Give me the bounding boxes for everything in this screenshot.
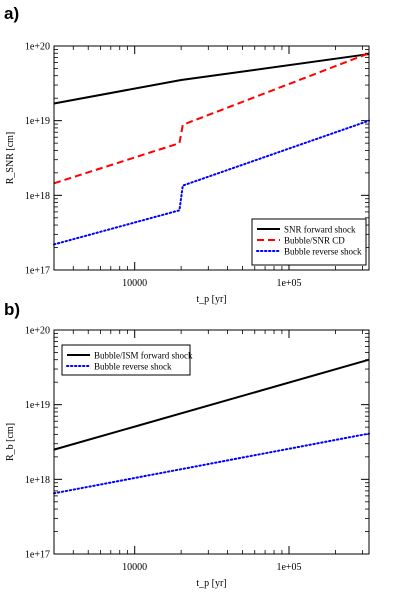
minor-ticks [53,330,369,554]
legend-box [251,218,367,266]
y-tick-label: 1e+18 [25,191,50,202]
y-tick-label: 1e+19 [25,116,50,127]
x-axis-label: t_p [yr] [196,578,226,589]
y-tick-label: 1e+19 [25,400,50,411]
x-tick-label: 10000 [122,562,147,573]
y-tick-label: 1e+20 [25,326,50,337]
x-axis-label: t_p [yr] [196,294,226,305]
panel-b-label: b) [4,300,21,319]
legend-label: Bubble reverse shock [94,362,172,372]
series-line-0 [53,53,370,105]
series-line-0 [53,358,370,451]
y-tick-label: 1e+17 [25,266,50,277]
y-tick-label: 1e+20 [25,42,50,53]
legend-label: SNR forward shock [284,225,356,235]
plot-frame [53,329,370,555]
y-tick-label: 1e+18 [25,475,50,486]
x-tick-label: 1e+05 [276,278,301,289]
y-axis-label: R_b [cm] [5,423,16,461]
series-line-2 [53,119,370,246]
x-tick-label: 10000 [122,278,147,289]
legend-label: Bubble/ISM forward shock [94,351,193,361]
plot-frame [53,45,370,271]
panel-a-label: a) [4,4,20,23]
chart-a: 10000 1e+05 1e+17 1e+18 1e+19 1e+20 t_p [yr] R_… [5,42,370,305]
x-tick-label: 1e+05 [276,562,301,573]
legend-label: Bubble/SNR CD [284,236,345,246]
legend-box [61,344,191,376]
y-axis-label: R_SNR [cm] [5,132,16,185]
series-line-1 [53,432,370,495]
y-tick-label: 1e+17 [25,550,50,561]
legend-label: Bubble reverse shock [284,247,362,257]
